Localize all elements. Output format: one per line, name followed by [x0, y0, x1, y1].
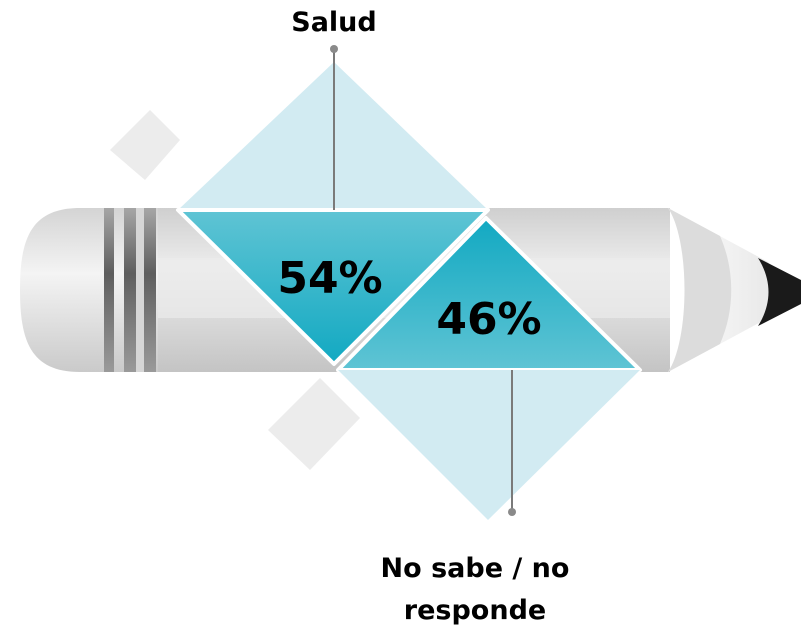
- value-label-no-sabe: 46%: [436, 294, 542, 345]
- shadow-left-bottom: [268, 378, 360, 470]
- segment-no-sabe-light: [338, 370, 640, 520]
- shadow-left-top: [110, 110, 180, 180]
- value-label-salud: 54%: [277, 253, 383, 304]
- leader-dot-no-sabe: [508, 508, 516, 516]
- label-no-sabe: No sabe / no responde: [380, 553, 570, 626]
- pencil-ferrule-band-3: [136, 208, 144, 372]
- leader-dot-salud: [330, 45, 338, 53]
- pencil-tip-graphite: [758, 258, 801, 326]
- pencil-eraser: [20, 208, 100, 372]
- pencil-tip-shade: [668, 208, 732, 372]
- pencil-ferrule-band-1: [104, 208, 114, 372]
- label-salud: Salud: [291, 7, 377, 38]
